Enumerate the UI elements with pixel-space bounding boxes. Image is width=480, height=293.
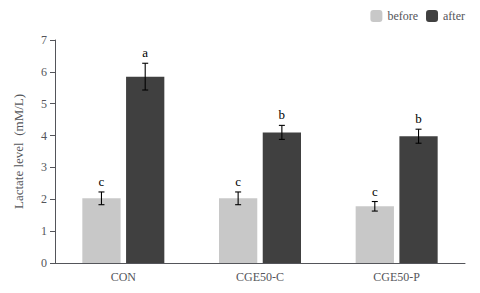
- svg-text:CGE50-C: CGE50-C: [236, 270, 284, 284]
- svg-text:6: 6: [41, 65, 47, 79]
- svg-text:2: 2: [41, 192, 47, 206]
- svg-text:after: after: [443, 9, 465, 23]
- svg-text:c: c: [99, 174, 105, 189]
- svg-text:a: a: [142, 45, 148, 60]
- svg-text:4: 4: [41, 129, 47, 143]
- svg-text:7: 7: [41, 33, 47, 47]
- svg-text:5: 5: [41, 97, 47, 111]
- svg-text:b: b: [279, 107, 286, 122]
- svg-text:Lactate level (mM/L): Lactate level (mM/L): [11, 94, 26, 209]
- svg-text:before: before: [387, 9, 418, 23]
- svg-text:c: c: [372, 184, 378, 199]
- svg-text:b: b: [415, 111, 422, 126]
- svg-text:CGE50-P: CGE50-P: [373, 270, 420, 284]
- svg-text:3: 3: [41, 160, 47, 174]
- svg-text:1: 1: [41, 224, 47, 238]
- svg-text:CON: CON: [111, 270, 137, 284]
- svg-text:0: 0: [41, 256, 47, 270]
- svg-text:c: c: [235, 174, 241, 189]
